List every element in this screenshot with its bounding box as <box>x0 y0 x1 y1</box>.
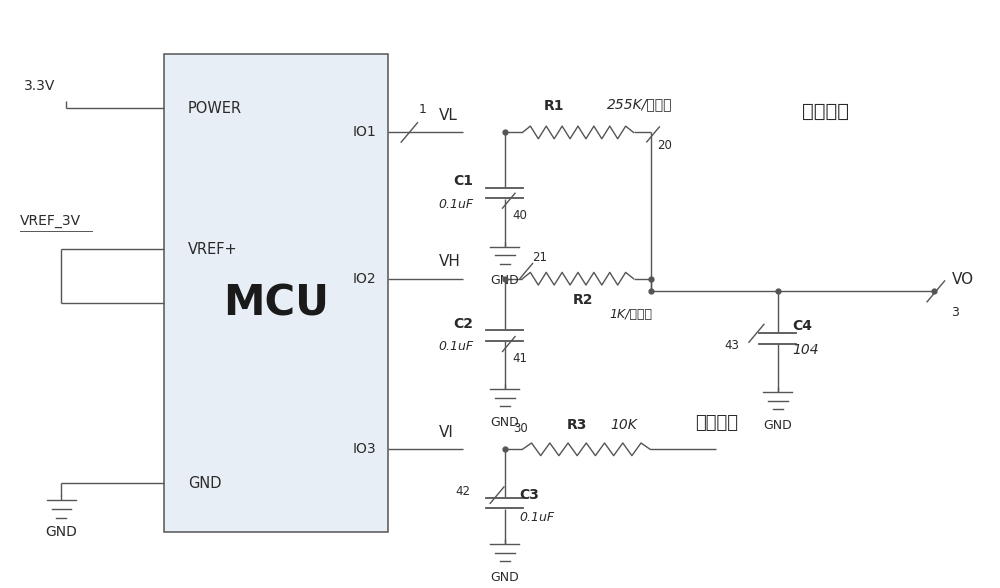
Text: VH: VH <box>439 254 460 269</box>
Text: 电压回采: 电压回采 <box>695 414 738 432</box>
Text: POWER: POWER <box>188 101 242 116</box>
Text: VI: VI <box>439 425 453 440</box>
Text: 3: 3 <box>951 306 959 319</box>
Text: GND: GND <box>490 274 519 287</box>
Text: MCU: MCU <box>223 282 329 324</box>
Text: 43: 43 <box>724 339 739 352</box>
Text: 1: 1 <box>419 103 427 116</box>
Text: R1: R1 <box>543 99 564 113</box>
Text: GND: GND <box>490 416 519 429</box>
Text: R2: R2 <box>573 293 593 308</box>
Text: GND: GND <box>763 419 792 432</box>
Text: VO: VO <box>951 272 974 287</box>
Text: 42: 42 <box>456 485 471 498</box>
Text: IO1: IO1 <box>352 125 376 139</box>
Text: C2: C2 <box>454 316 474 330</box>
Text: 41: 41 <box>513 352 528 365</box>
Text: GND: GND <box>188 476 222 491</box>
Text: 0.1uF: 0.1uF <box>519 511 555 524</box>
Text: 40: 40 <box>513 209 528 222</box>
Text: 10K: 10K <box>611 417 638 432</box>
Text: GND: GND <box>490 571 519 584</box>
Text: 3.3V: 3.3V <box>24 79 56 93</box>
Text: 20: 20 <box>657 139 672 152</box>
Text: 恒压输出: 恒压输出 <box>802 102 849 121</box>
Text: 0.1uF: 0.1uF <box>439 340 474 353</box>
Text: C1: C1 <box>454 174 474 188</box>
Text: C3: C3 <box>519 488 539 502</box>
Text: VREF+: VREF+ <box>188 242 238 257</box>
Text: 0.1uF: 0.1uF <box>439 198 474 211</box>
Text: IO2: IO2 <box>353 272 376 286</box>
Text: 1K/黑电阔: 1K/黑电阔 <box>609 308 652 321</box>
Text: VL: VL <box>439 108 457 123</box>
Text: 30: 30 <box>513 422 527 435</box>
Text: R3: R3 <box>566 417 587 432</box>
Text: 104: 104 <box>792 343 819 357</box>
Text: 21: 21 <box>532 251 547 264</box>
FancyBboxPatch shape <box>164 55 388 532</box>
Text: IO3: IO3 <box>353 442 376 456</box>
Text: VREF_3V: VREF_3V <box>20 214 81 228</box>
Text: C4: C4 <box>792 319 812 333</box>
Text: 255K/黑电阔: 255K/黑电阔 <box>607 97 673 111</box>
Text: GND: GND <box>45 525 77 539</box>
